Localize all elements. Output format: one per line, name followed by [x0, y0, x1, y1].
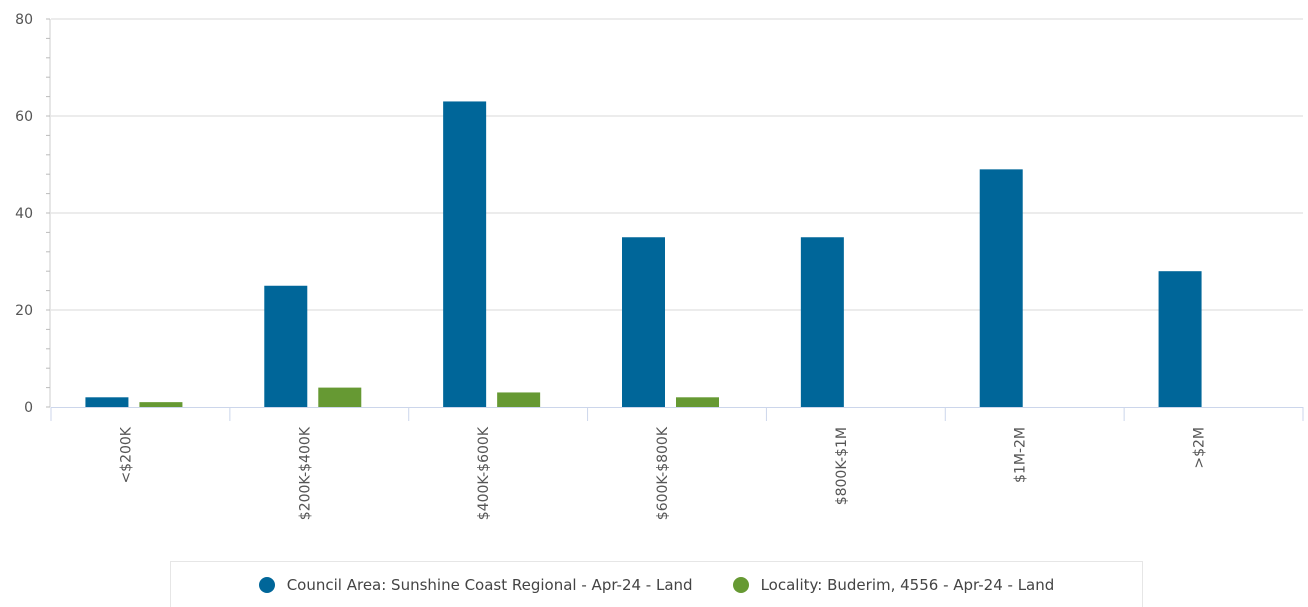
bar-council [800, 237, 844, 407]
legend-item-council[interactable]: Council Area: Sunshine Coast Regional - … [258, 575, 693, 594]
x-tick-label: $800K-$1M [834, 427, 850, 505]
bar-council [443, 101, 487, 407]
bar-locality [497, 392, 541, 407]
bar-council [979, 169, 1023, 407]
y-tick-label: 80 [15, 12, 33, 28]
x-tick-label: $200K-$400K [297, 426, 313, 520]
y-tick-label: 20 [15, 303, 33, 319]
bar-council [85, 397, 129, 407]
bar-council [1158, 271, 1202, 407]
legend-dot-locality-icon [732, 576, 749, 593]
legend-label-locality: Locality: Buderim, 4556 - Apr-24 - Land [760, 575, 1055, 594]
bar-council [264, 285, 308, 407]
bar-chart: 0 20 40 60 80 <$200K $200K-$400K $400K-$600K $60… [15, 12, 1304, 520]
y-tick-label: 40 [15, 206, 33, 222]
x-tick-label: $400K-$600K [476, 426, 492, 520]
bar-locality [318, 387, 362, 407]
x-tick-label: <$200K [118, 426, 134, 483]
bar-locality [676, 397, 719, 407]
legend: Council Area: Sunshine Coast Regional - … [170, 561, 1143, 607]
bar-locality [139, 402, 183, 407]
bar-council [622, 237, 665, 407]
x-tick-label: $600K-$800K [655, 426, 671, 520]
y-tick-label: 0 [24, 400, 33, 416]
x-tick-label: >$2M [1192, 427, 1208, 469]
legend-item-locality[interactable]: Locality: Buderim, 4556 - Apr-24 - Land [732, 575, 1055, 594]
legend-label-council: Council Area: Sunshine Coast Regional - … [286, 575, 693, 594]
legend-dot-council-icon [258, 576, 275, 593]
x-tick-label: $1M-2M [1013, 427, 1029, 483]
y-tick-label: 60 [15, 109, 33, 125]
